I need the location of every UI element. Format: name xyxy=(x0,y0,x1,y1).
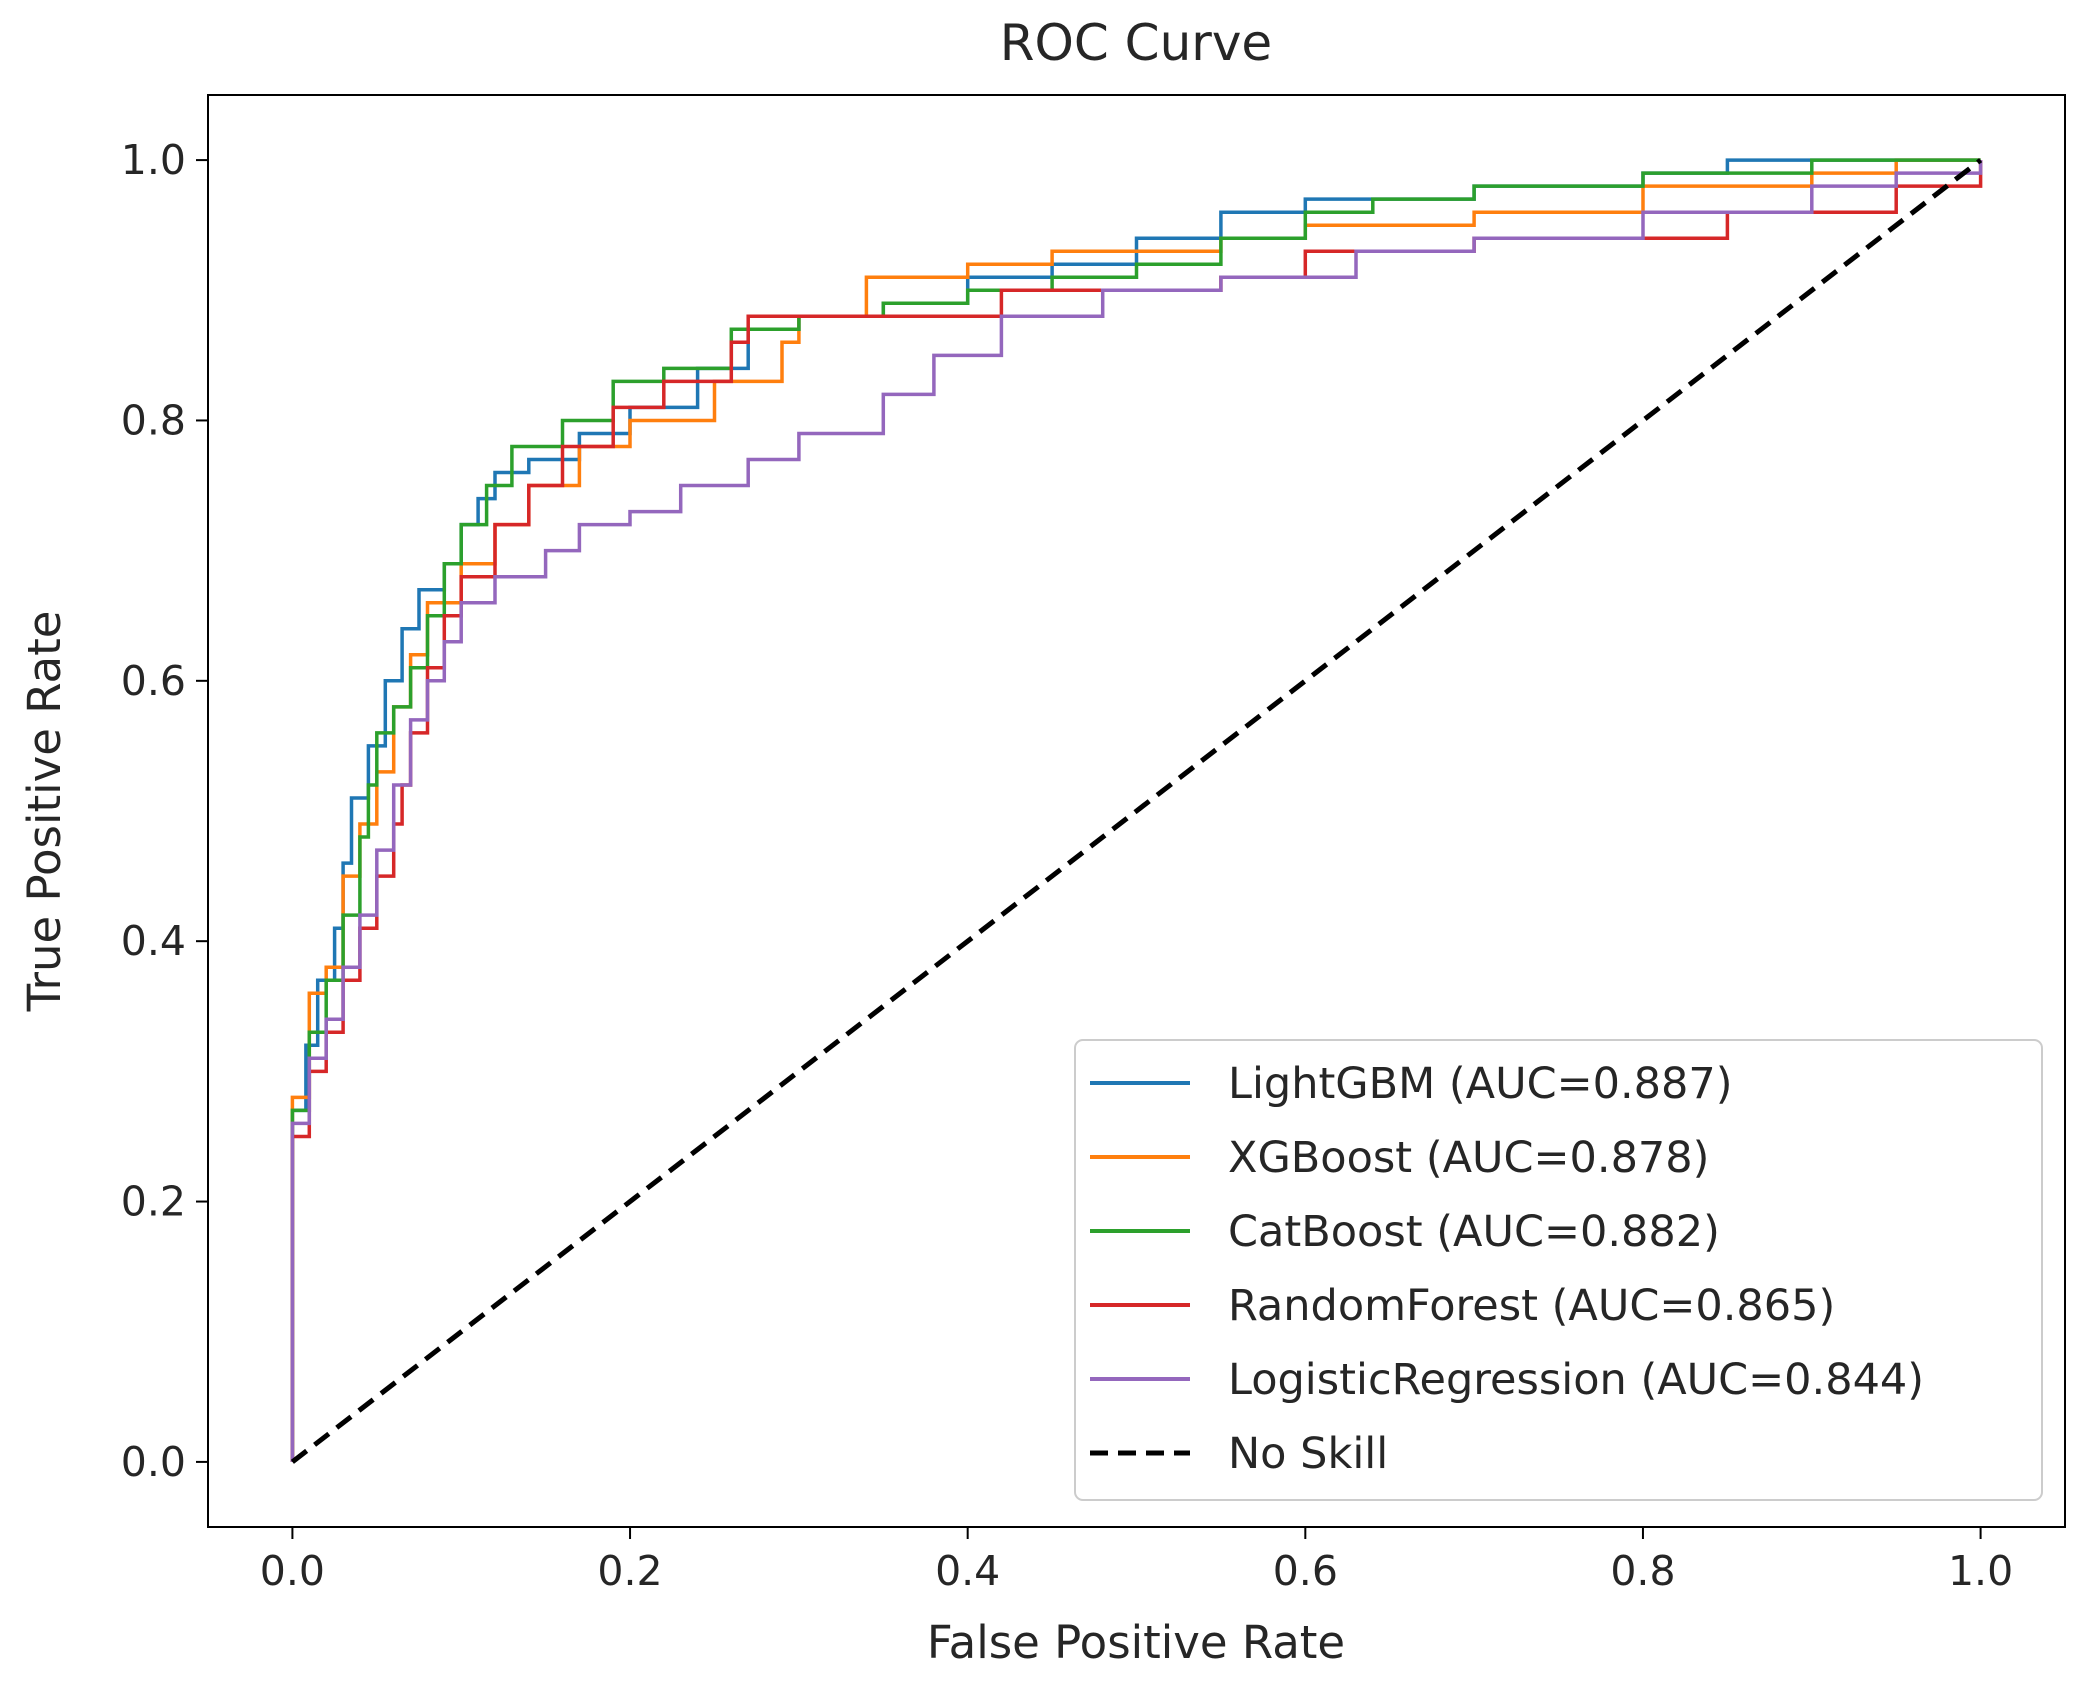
legend-label-logisticregression: LogisticRegression (AUC=0.844) xyxy=(1228,1355,1924,1405)
series-line-lightgbm xyxy=(290,158,1981,1462)
legend-frame xyxy=(1074,1039,2043,1501)
series-line-catboost xyxy=(290,158,1981,1462)
legend-label-xgboost: XGBoost (AUC=0.878) xyxy=(1228,1133,1709,1183)
x-tick-label: 0.6 xyxy=(1273,1547,1338,1595)
x-axis-label: False Positive Rate xyxy=(927,1616,1345,1669)
x-tick-label: 0.2 xyxy=(597,1547,662,1595)
y-axis-label: True Positive Rate xyxy=(18,611,71,1013)
series-line-logisticregression xyxy=(290,160,1983,1462)
y-tick-label: 0.8 xyxy=(121,396,186,444)
x-axis-ticks: 0.0 0.2 0.4 0.6 0.8 1.0 xyxy=(260,1527,2013,1595)
x-tick-label: 1.0 xyxy=(1948,1547,2013,1595)
legend-label-randomforest: RandomForest (AUC=0.865) xyxy=(1228,1281,1835,1331)
legend-label-no-skill: No Skill xyxy=(1228,1429,1388,1479)
y-tick-label: 0.6 xyxy=(121,657,186,705)
plot-lines xyxy=(290,158,1983,1464)
y-tick-label: 0.4 xyxy=(121,917,186,965)
legend-label-lightgbm: LightGBM (AUC=0.887) xyxy=(1228,1059,1733,1109)
y-tick-label: 0.2 xyxy=(121,1178,186,1226)
y-axis-ticks: 0.0 0.2 0.4 0.6 0.8 1.0 xyxy=(121,136,208,1486)
legend-label-catboost: CatBoost (AUC=0.882) xyxy=(1228,1207,1720,1257)
series-line-xgboost xyxy=(290,158,1981,1462)
chart-title: ROC Curve xyxy=(1000,14,1272,72)
y-tick-label: 1.0 xyxy=(121,136,186,184)
x-tick-label: 0.4 xyxy=(935,1547,1000,1595)
y-tick-label: 0.0 xyxy=(121,1438,186,1486)
plot-frame xyxy=(207,94,2066,1528)
x-tick-label: 0.8 xyxy=(1610,1547,1675,1595)
legend: LightGBM (AUC=0.887) XGBoost (AUC=0.878) C… xyxy=(1074,1039,2043,1501)
x-tick-label: 0.0 xyxy=(260,1547,325,1595)
series-line-no-skill xyxy=(290,158,1983,1464)
